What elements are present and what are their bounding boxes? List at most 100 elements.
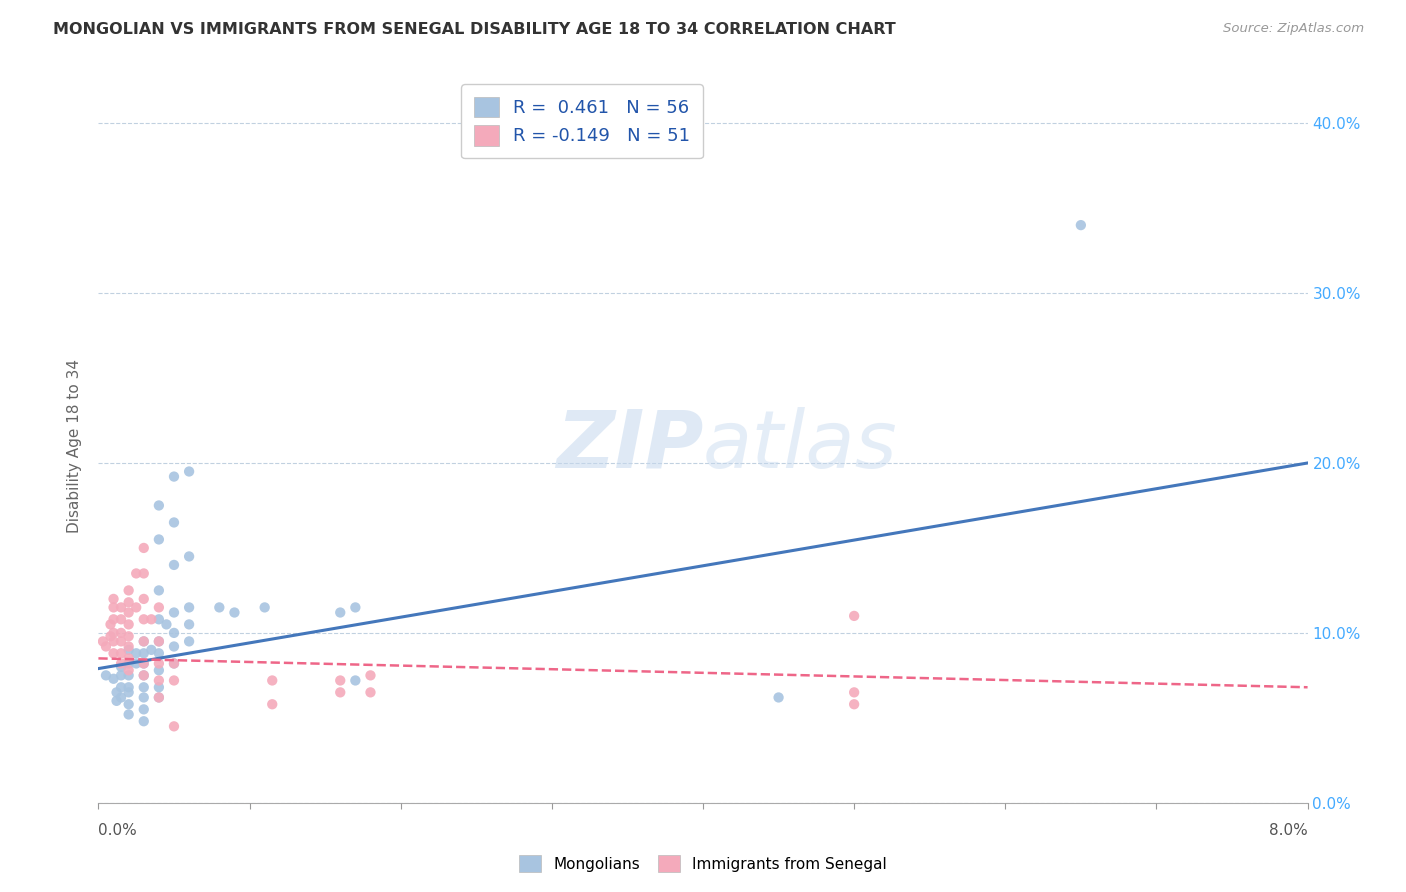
Point <box>132 646 155 660</box>
Point <box>103 626 125 640</box>
Point <box>125 566 148 581</box>
Y-axis label: Disability Age 18 to 34: Disability Age 18 to 34 <box>67 359 83 533</box>
Point <box>91 634 114 648</box>
Point <box>118 595 141 609</box>
Point <box>148 690 170 705</box>
Point <box>118 583 141 598</box>
Point <box>224 606 246 620</box>
Point <box>148 690 170 705</box>
Point <box>163 657 186 671</box>
Point <box>118 640 141 654</box>
Point <box>163 516 186 530</box>
Point <box>132 668 155 682</box>
Text: atlas: atlas <box>703 407 898 485</box>
Point <box>844 685 866 699</box>
Point <box>132 612 155 626</box>
Point <box>155 617 177 632</box>
Point <box>103 646 125 660</box>
Point <box>141 643 163 657</box>
Point <box>105 685 128 699</box>
Point <box>132 702 155 716</box>
Point <box>118 651 141 665</box>
Point <box>148 673 170 688</box>
Point <box>329 685 352 699</box>
Point <box>148 680 170 694</box>
Point <box>163 469 186 483</box>
Point <box>103 591 125 606</box>
Point <box>118 707 141 722</box>
Point <box>148 634 170 648</box>
Point <box>132 657 155 671</box>
Legend: R =  0.461   N = 56, R = -0.149   N = 51: R = 0.461 N = 56, R = -0.149 N = 51 <box>461 84 703 158</box>
Point <box>110 600 132 615</box>
Point <box>118 663 141 677</box>
Point <box>148 612 170 626</box>
Point <box>179 549 201 564</box>
Point <box>262 698 284 712</box>
Point <box>118 606 141 620</box>
Point <box>163 626 186 640</box>
Point <box>163 719 186 733</box>
Point <box>94 668 117 682</box>
Point <box>163 558 186 572</box>
Point <box>110 612 132 626</box>
Point <box>118 617 141 632</box>
Point <box>105 694 128 708</box>
Point <box>110 690 132 705</box>
Point <box>110 657 132 671</box>
Point <box>103 634 125 648</box>
Point <box>844 608 866 623</box>
Text: Source: ZipAtlas.com: Source: ZipAtlas.com <box>1223 22 1364 36</box>
Point <box>125 600 148 615</box>
Point <box>148 583 170 598</box>
Point <box>148 657 170 671</box>
Point <box>110 680 132 694</box>
Point <box>103 672 125 686</box>
Point <box>148 663 170 677</box>
Point <box>329 606 352 620</box>
Point <box>148 646 170 660</box>
Point <box>148 499 170 513</box>
Point <box>208 600 231 615</box>
Point <box>132 566 155 581</box>
Point <box>118 657 141 671</box>
Point <box>179 465 201 479</box>
Point <box>344 600 367 615</box>
Point <box>110 660 132 674</box>
Point <box>132 714 155 729</box>
Point <box>163 606 186 620</box>
Point <box>118 643 141 657</box>
Point <box>179 634 201 648</box>
Point <box>110 646 132 660</box>
Point <box>132 668 155 682</box>
Point <box>100 617 122 632</box>
Point <box>1070 218 1092 232</box>
Point <box>103 600 125 615</box>
Point <box>100 629 122 643</box>
Point <box>148 533 170 547</box>
Point <box>844 698 866 712</box>
Point <box>329 673 352 688</box>
Point <box>179 600 201 615</box>
Point <box>163 673 186 688</box>
Point <box>132 634 155 648</box>
Point <box>163 657 186 671</box>
Point <box>103 612 125 626</box>
Point <box>148 634 170 648</box>
Point <box>163 640 186 654</box>
Point <box>118 698 141 712</box>
Point <box>110 634 132 648</box>
Point <box>118 629 141 643</box>
Point <box>360 685 382 699</box>
Point <box>132 634 155 648</box>
Point <box>110 668 132 682</box>
Point <box>768 690 790 705</box>
Point <box>262 673 284 688</box>
Point <box>344 673 367 688</box>
Point <box>125 657 148 671</box>
Point <box>132 657 155 671</box>
Point <box>132 690 155 705</box>
Text: 8.0%: 8.0% <box>1268 822 1308 838</box>
Point <box>141 612 163 626</box>
Point <box>132 541 155 555</box>
